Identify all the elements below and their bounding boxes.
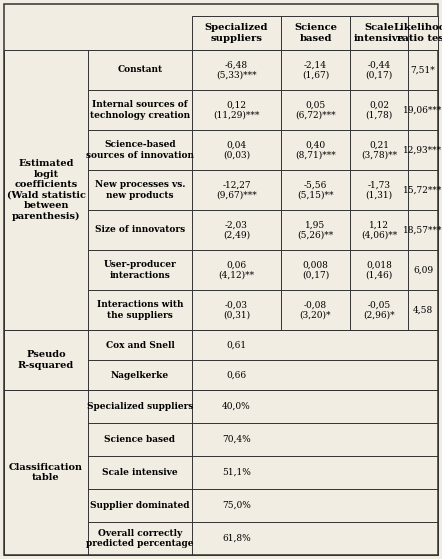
Text: Science based: Science based (104, 435, 175, 444)
Text: 0,61: 0,61 (226, 340, 247, 349)
Text: 15,72***: 15,72*** (403, 186, 442, 195)
Text: -2,14
(1,67): -2,14 (1,67) (302, 60, 329, 80)
Text: Specialized
suppliers: Specialized suppliers (205, 23, 268, 42)
Text: -1,73
(1,31): -1,73 (1,31) (366, 181, 392, 200)
Text: 51,1%: 51,1% (222, 468, 251, 477)
Text: 6,09: 6,09 (413, 266, 433, 274)
Text: New processes vs.
new products: New processes vs. new products (95, 181, 185, 200)
Text: Scale intensive: Scale intensive (102, 468, 178, 477)
Text: -5,56
(5,15)**: -5,56 (5,15)** (297, 181, 334, 200)
Bar (4, 50, 438, 330)
Text: 40,0%: 40,0% (222, 402, 251, 411)
Text: Likelihood
ratio test: Likelihood ratio test (393, 23, 442, 42)
Text: 75,0%: 75,0% (222, 501, 251, 510)
Text: 12,93***: 12,93*** (404, 145, 442, 154)
Text: 70,4%: 70,4% (222, 435, 251, 444)
Text: -0,44
(0,17): -0,44 (0,17) (366, 60, 392, 80)
Text: 0,40
(8,71)***: 0,40 (8,71)*** (295, 140, 336, 160)
Text: 0,02
(1,78): 0,02 (1,78) (366, 100, 392, 120)
Text: Science
based: Science based (294, 23, 337, 42)
Text: -2,03
(2,49): -2,03 (2,49) (223, 220, 250, 240)
Text: 19,06***: 19,06*** (403, 106, 442, 115)
Text: -0,08
(3,20)*: -0,08 (3,20)* (300, 300, 331, 320)
Bar (4, 390, 438, 555)
Text: Constant: Constant (118, 65, 163, 74)
Text: Overall correctly
predicted percentage: Overall correctly predicted percentage (86, 529, 194, 548)
Text: 0,66: 0,66 (226, 371, 247, 380)
Text: 0,12
(11,29)***: 0,12 (11,29)*** (213, 100, 260, 120)
Text: 0,06
(4,12)**: 0,06 (4,12)** (218, 260, 255, 280)
Text: 1,95
(5,26)**: 1,95 (5,26)** (297, 220, 334, 240)
Text: Science-based
sources of innovation: Science-based sources of innovation (86, 140, 194, 160)
Text: Specialized suppliers: Specialized suppliers (87, 402, 193, 411)
Text: Pseudo
R-squared: Pseudo R-squared (18, 350, 74, 369)
Text: Classification
table: Classification table (9, 463, 83, 482)
Text: User-producer
interactions: User-producer interactions (103, 260, 176, 280)
Text: Cox and Snell: Cox and Snell (106, 340, 175, 349)
Text: 7,51*: 7,51* (411, 65, 435, 74)
Text: Scale
intensive: Scale intensive (354, 23, 404, 42)
Text: 0,21
(3,78)**: 0,21 (3,78)** (361, 140, 397, 160)
Text: -0,05
(2,96)*: -0,05 (2,96)* (363, 300, 395, 320)
Text: 0,018
(1,46): 0,018 (1,46) (366, 260, 392, 280)
Text: Size of innovators: Size of innovators (95, 225, 185, 234)
Text: Supplier dominated: Supplier dominated (90, 501, 190, 510)
Text: Internal sources of
technology creation: Internal sources of technology creation (90, 100, 190, 120)
Text: Nagelkerke: Nagelkerke (111, 371, 169, 380)
Text: Estimated
logit
coefficients
(Wald statistic
between
parenthesis): Estimated logit coefficients (Wald stati… (7, 159, 85, 221)
Bar (4, 330, 438, 390)
Text: -6,48
(5,33)***: -6,48 (5,33)*** (216, 60, 257, 80)
Text: 0,008
(0,17): 0,008 (0,17) (302, 260, 329, 280)
Text: -0,03
(0,31): -0,03 (0,31) (223, 300, 250, 320)
Bar (192, 16, 438, 50)
Text: 18,57***: 18,57*** (403, 225, 442, 234)
Text: 0,04
(0,03): 0,04 (0,03) (223, 140, 250, 160)
Text: 1,12
(4,06)**: 1,12 (4,06)** (361, 220, 397, 240)
Text: 61,8%: 61,8% (222, 534, 251, 543)
Text: Interactions with
the suppliers: Interactions with the suppliers (97, 300, 183, 320)
Text: 0,05
(6,72)***: 0,05 (6,72)*** (295, 100, 336, 120)
Text: -12,27
(9,67)***: -12,27 (9,67)*** (216, 181, 257, 200)
Text: 4,58: 4,58 (413, 306, 433, 315)
